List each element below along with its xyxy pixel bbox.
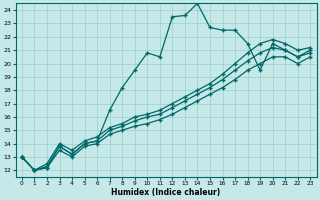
X-axis label: Humidex (Indice chaleur): Humidex (Indice chaleur): [111, 188, 221, 197]
